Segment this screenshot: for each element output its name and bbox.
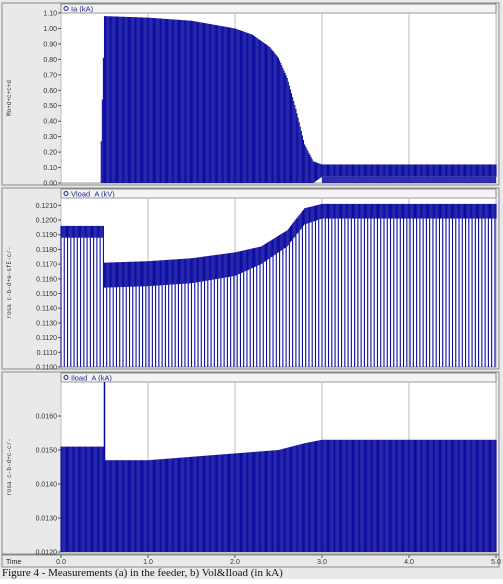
y-tick-label: 0.50 — [43, 103, 57, 110]
panel-frame — [1, 187, 500, 370]
y-tick-label: 0.30 — [43, 134, 57, 141]
y-tick-label: 0.0160 — [36, 414, 58, 421]
legend-label: Iload_A (kA) — [71, 374, 112, 383]
y-tick-label: 0.0140 — [36, 482, 58, 489]
y-tick-label: 0.1110 — [37, 350, 57, 357]
x-tick-label: 2.0 — [230, 559, 240, 566]
panel-frame — [1, 371, 500, 555]
y-tick-label: 0.0120 — [36, 550, 58, 557]
series-waveform — [60, 203, 497, 367]
y-tick-label: 0.1100 — [36, 365, 57, 372]
y-tick-label: 0.0130 — [36, 516, 58, 523]
y-tick-label: 0.20 — [43, 150, 57, 157]
legend-label: Ia (kA) — [71, 5, 94, 14]
y-tick-label: 0.60 — [43, 88, 57, 95]
y-axis-label: rosa c-b-d+c-c/- — [6, 438, 13, 496]
y-tick-label: 0.10 — [43, 165, 57, 172]
x-tick-label: 1.0 — [143, 559, 153, 566]
y-axis-label: Mo+d+c+c+d — [6, 80, 13, 116]
legend-marker-icon — [63, 191, 69, 196]
y-tick-label: 0.1180 — [36, 247, 57, 254]
time-axis-frame — [1, 554, 500, 568]
legend-box — [60, 372, 497, 383]
x-tick-label: 3.0 — [317, 559, 327, 566]
y-tick-label: 0.1160 — [36, 276, 57, 283]
y-tick-label: 0.00 — [43, 181, 57, 188]
y-tick-label: 0.80 — [43, 57, 57, 64]
y-tick-label: 0.1170 — [36, 262, 57, 269]
legend-marker-icon — [63, 375, 69, 380]
y-tick-label: 0.1150 — [36, 291, 57, 298]
y-tick-label: 0.90 — [43, 41, 57, 48]
y-tick-label: 0.1210 — [36, 203, 58, 210]
waveform-band — [322, 176, 496, 183]
legend-box — [60, 3, 497, 14]
legend-box — [60, 188, 497, 199]
y-tick-label: 0.1120 — [36, 335, 57, 342]
chart-panel-1: Ia (kA) 0.00 0.10 0.20 0.30 0.40 0.50 0.60 0.70 0… — [1, 2, 500, 188]
y-tick-label: 0.70 — [43, 72, 57, 79]
figure-caption: Figure 4 - Measurements (a) in the feede… — [2, 567, 283, 579]
y-tick-label: 0.1200 — [36, 218, 58, 225]
y-tick-label: 0.1140 — [36, 306, 57, 313]
series-waveform — [60, 439, 497, 552]
y-tick-label: 1.10 — [43, 11, 57, 18]
chart-panel-2: Vload_A (kV) 0.1100 0.1110 0.1120 0.1130 0.11… — [1, 187, 500, 372]
y-tick-label: 0.40 — [43, 119, 57, 126]
y-tick-label: 0.1190 — [36, 232, 57, 239]
y-tick-label: 1.00 — [43, 26, 57, 33]
y-tick-label: 0.1130 — [36, 320, 57, 327]
y-axis-label: rosa c-b-d+e-sfE-c/- — [6, 246, 13, 318]
y-tick-label: 0.0150 — [36, 448, 58, 455]
chart-panel-3: Iload_A (kA) 0.0120 0.0130 0.0140 0.0150 0.01… — [1, 371, 500, 557]
x-axis-label: Time — [6, 559, 21, 566]
panel-frame — [1, 2, 500, 186]
x-tick-label: 4.0 — [404, 559, 414, 566]
legend-marker-icon — [63, 6, 69, 11]
legend-label: Vload_A (kV) — [71, 190, 115, 199]
x-tick-label: 0.0 — [56, 559, 66, 566]
x-tick-label: 5.0 — [491, 559, 501, 566]
series-waveform — [100, 16, 497, 183]
